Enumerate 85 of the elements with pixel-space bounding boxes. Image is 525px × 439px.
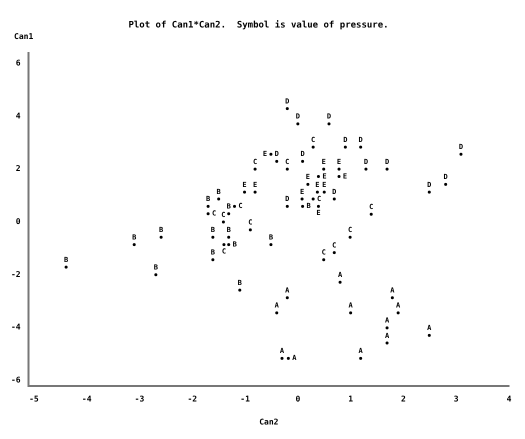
point: [275, 311, 278, 314]
x-tick-label: -3: [134, 394, 144, 404]
point: [306, 182, 310, 186]
x-tick-label: -4: [82, 394, 92, 404]
point: [359, 146, 362, 149]
point: [459, 152, 462, 156]
point: [300, 197, 304, 200]
point: [154, 273, 158, 276]
point: [238, 288, 242, 292]
point: [386, 326, 389, 330]
x-tick-label: -1: [240, 394, 250, 404]
x-tick-label: -2: [187, 394, 198, 404]
point: [338, 280, 342, 284]
point: [364, 168, 368, 171]
point: [211, 236, 214, 239]
point: [275, 160, 278, 163]
point: [322, 168, 326, 171]
point: [327, 122, 330, 126]
y-tick-label: -2: [10, 270, 21, 279]
x-tick-label: 3: [454, 394, 459, 404]
point: [338, 168, 341, 171]
point: [370, 212, 373, 216]
point: [316, 190, 319, 194]
point: [160, 236, 163, 239]
point: [332, 197, 336, 200]
point: [243, 190, 246, 194]
point: [316, 174, 320, 178]
point: [301, 160, 304, 163]
y-axis-title: Can1: [14, 32, 34, 41]
point: [386, 341, 389, 344]
y-tick-label: -6: [10, 376, 21, 385]
point: [269, 152, 272, 156]
point: [428, 334, 431, 337]
x-tick-label: 2: [401, 394, 406, 404]
point: [428, 190, 431, 194]
point: [254, 190, 257, 194]
point: [316, 204, 320, 208]
point: [222, 243, 226, 246]
point: [444, 182, 448, 186]
point: [269, 243, 272, 246]
point: [296, 122, 300, 126]
point: [396, 311, 400, 314]
x-tick-label: 4: [506, 394, 512, 404]
point: [286, 107, 289, 110]
point: [132, 243, 136, 246]
y-tick-label: 0: [16, 217, 21, 226]
point: [390, 296, 394, 300]
point: [211, 258, 214, 262]
y-tick-label: 2: [16, 164, 21, 174]
point: [312, 146, 315, 149]
x-tick-label: -5: [29, 394, 39, 404]
point: [217, 197, 220, 200]
x-axis-title: Can2: [259, 417, 279, 426]
point: [286, 204, 289, 208]
point: [222, 220, 225, 224]
x-tick-label: 0: [295, 394, 300, 404]
point: [386, 168, 389, 171]
chart-title: Plot of Can1*Can2. Symbol is value of pressure.: [128, 20, 389, 31]
point: [248, 228, 252, 232]
point: [344, 146, 347, 149]
point: [206, 204, 210, 208]
point: [286, 356, 290, 360]
point: [348, 236, 352, 239]
point: [349, 311, 352, 314]
point: [359, 356, 362, 360]
point: [227, 212, 230, 216]
point: [227, 243, 230, 246]
point: [227, 236, 230, 239]
point: [286, 168, 289, 171]
y-tick-label: 4: [16, 111, 21, 120]
point: [206, 212, 210, 216]
point: [280, 356, 284, 360]
y-tick-label: 6: [16, 58, 21, 68]
point: [322, 190, 326, 194]
point: [338, 174, 341, 178]
point: [301, 204, 304, 208]
point: [233, 204, 236, 208]
point: [254, 168, 257, 171]
point: [64, 266, 68, 269]
point: [312, 197, 315, 200]
x-tick-label: 1: [348, 394, 354, 404]
y-tick-label: -4: [10, 322, 21, 332]
point: [286, 296, 289, 300]
point: [322, 258, 326, 262]
point: [332, 251, 336, 254]
